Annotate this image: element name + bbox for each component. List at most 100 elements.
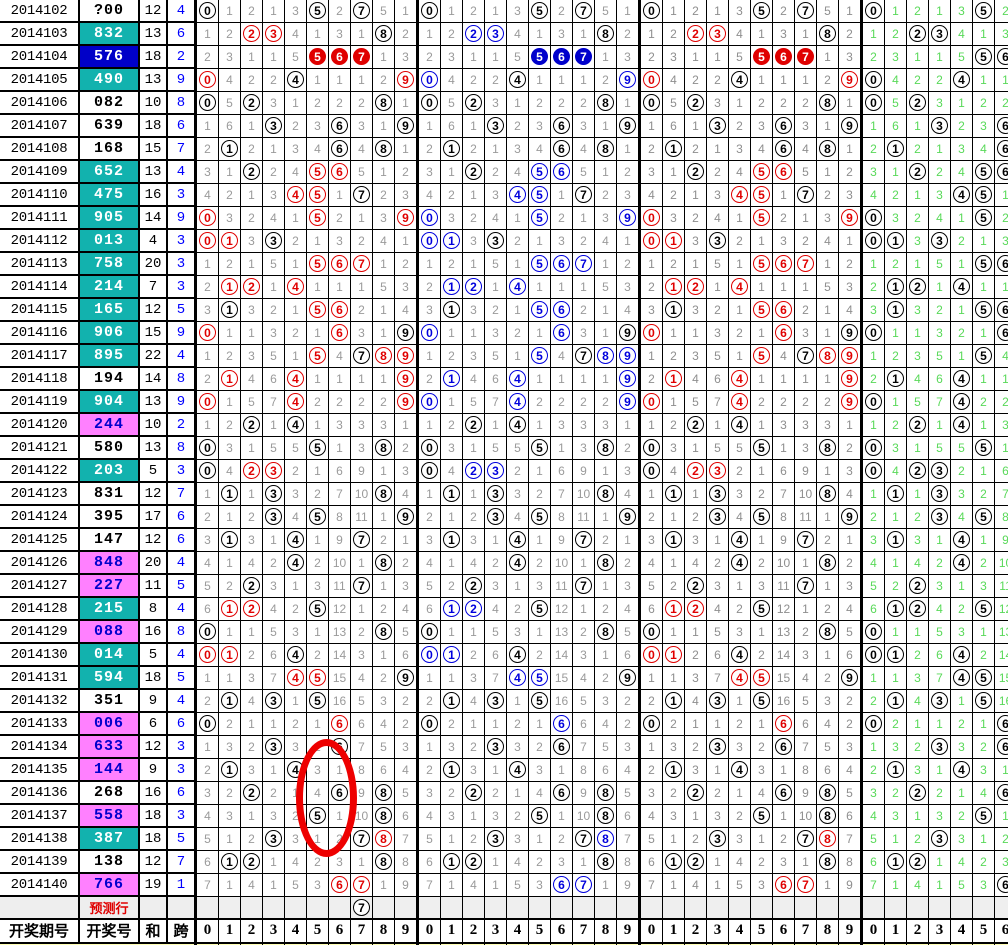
- miss-cell: 1: [328, 275, 351, 299]
- digit-header-4[interactable]: 4: [728, 917, 751, 944]
- digit-header-5[interactable]: 5: [306, 917, 329, 944]
- digit-header-8[interactable]: 8: [816, 917, 839, 944]
- miss-count: 2: [536, 486, 543, 501]
- miss-count: 2: [1002, 210, 1008, 225]
- digit-header-3[interactable]: 3: [262, 917, 285, 944]
- digit-header-0[interactable]: 0: [194, 917, 219, 944]
- miss-cell: 3: [462, 758, 485, 782]
- digit-header-7[interactable]: 7: [572, 917, 595, 944]
- miss-count: 2: [914, 3, 921, 18]
- miss-cell: 3: [506, 137, 529, 161]
- hit-cell: 3: [484, 114, 507, 138]
- miss-count: 13: [554, 624, 569, 639]
- digit-header-2[interactable]: 2: [240, 917, 263, 944]
- number-ball: 2: [909, 25, 926, 42]
- miss-count: 5: [846, 785, 853, 800]
- miss-count: 2: [892, 716, 899, 731]
- hit-cell: 4: [950, 413, 973, 437]
- hit-cell: 7: [794, 873, 817, 897]
- miss-cell: 1: [972, 367, 995, 391]
- digit-header-5[interactable]: 5: [972, 917, 995, 944]
- miss-count: 2: [780, 210, 787, 225]
- miss-count: 2: [736, 716, 743, 731]
- miss-count: 5: [736, 877, 743, 892]
- miss-count: 2: [802, 233, 809, 248]
- digit-header-6[interactable]: 6: [328, 917, 351, 944]
- number-ball: 1: [443, 232, 460, 249]
- digit-header-2[interactable]: 2: [906, 917, 929, 944]
- digit-header-0[interactable]: 0: [860, 917, 885, 944]
- miss-cell: 1: [506, 298, 529, 322]
- number-ball: 2: [687, 853, 704, 870]
- digit-header-4[interactable]: 4: [950, 917, 973, 944]
- digit-header-3[interactable]: 3: [706, 917, 729, 944]
- number-ball: 8: [819, 807, 836, 824]
- miss-count: 1: [358, 210, 365, 225]
- miss-cell: 3: [994, 413, 1008, 437]
- digit-header-6[interactable]: 6: [772, 917, 795, 944]
- digit-header-1[interactable]: 1: [662, 917, 685, 944]
- digit-header-5[interactable]: 5: [750, 917, 773, 944]
- digit-header-1[interactable]: 1: [440, 917, 463, 944]
- digit-header-9[interactable]: 9: [394, 917, 418, 944]
- table-row: 2014107 639 18 6 1 6 1 3 2 3 6 3 1 9 1 6 1 3 2 3 6 3 1 9 1 6 1 3 2 3 6…: [0, 114, 1008, 138]
- issue-cell: 2014107: [0, 114, 80, 138]
- miss-cell: 2: [284, 712, 307, 736]
- hit-cell: 0: [860, 68, 885, 92]
- digit-header-8[interactable]: 8: [372, 917, 395, 944]
- miss-count: 1: [426, 739, 433, 754]
- hit-cell: 8: [816, 344, 839, 368]
- digit-header-5[interactable]: 5: [528, 917, 551, 944]
- number-ball: 5: [975, 2, 992, 20]
- digit-header-6[interactable]: 6: [550, 917, 573, 944]
- digit-header-8[interactable]: 8: [594, 917, 617, 944]
- digit-header-6[interactable]: 6: [994, 917, 1008, 944]
- miss-cell: 4: [194, 551, 219, 575]
- miss-cell: 3: [794, 321, 817, 345]
- number-ball: 0: [865, 462, 882, 479]
- miss-cell: 2: [906, 643, 929, 667]
- miss-count: 1: [314, 279, 321, 294]
- digit-header-0[interactable]: 0: [416, 917, 441, 944]
- miss-cell: 1: [594, 574, 617, 598]
- digit-header-9[interactable]: 9: [838, 917, 862, 944]
- miss-count: 7: [1002, 486, 1008, 501]
- digit-header-2[interactable]: 2: [462, 917, 485, 944]
- digit-header-3[interactable]: 3: [928, 917, 951, 944]
- digit-header-1[interactable]: 1: [884, 917, 907, 944]
- digit-header-2[interactable]: 2: [684, 917, 707, 944]
- digit-header-1[interactable]: 1: [218, 917, 241, 944]
- miss-count: 1: [624, 417, 631, 432]
- span-cell: 6: [167, 22, 197, 46]
- miss-count: 2: [558, 210, 565, 225]
- miss-cell: 3: [950, 137, 973, 161]
- span-cell: 7: [167, 850, 197, 874]
- miss-cell: 3: [572, 643, 595, 667]
- miss-cell: 2: [416, 505, 441, 529]
- digit-header-3[interactable]: 3: [484, 917, 507, 944]
- digit-header-4[interactable]: 4: [506, 917, 529, 944]
- miss-count: 4: [870, 187, 877, 202]
- miss-count: 5: [358, 164, 365, 179]
- miss-cell: 3: [262, 574, 285, 598]
- miss-cell: 1: [306, 321, 329, 345]
- miss-cell: 5: [662, 91, 685, 115]
- miss-cell: 1: [506, 252, 529, 276]
- miss-cell: 1: [928, 413, 951, 437]
- miss-cell: 1: [440, 505, 463, 529]
- miss-cell: 2: [638, 689, 663, 713]
- miss-count: 4: [204, 555, 211, 570]
- digit-header-4[interactable]: 4: [284, 917, 307, 944]
- miss-count: 1: [380, 118, 387, 133]
- miss-count: 6: [824, 762, 831, 777]
- hit-cell: 8: [594, 91, 617, 115]
- miss-cell: 2: [972, 390, 995, 414]
- miss-count: 3: [670, 210, 677, 225]
- digit-header-0[interactable]: 0: [638, 917, 663, 944]
- span-cell: 3: [167, 252, 197, 276]
- span-cell: 3: [167, 275, 197, 299]
- digit-header-7[interactable]: 7: [350, 917, 373, 944]
- digit-header-7[interactable]: 7: [794, 917, 817, 944]
- miss-cell: 1: [772, 804, 795, 828]
- digit-header-9[interactable]: 9: [616, 917, 640, 944]
